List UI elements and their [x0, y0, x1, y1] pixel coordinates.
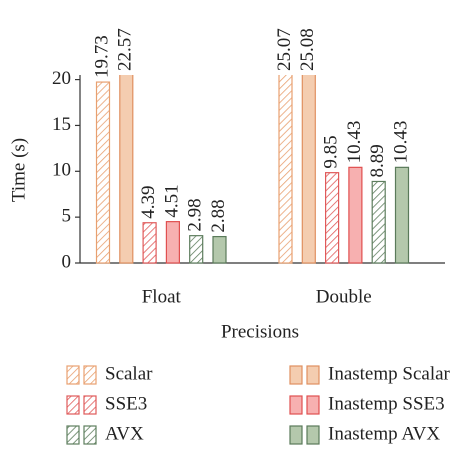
- legend-swatch: [83, 425, 97, 445]
- bar: [119, 75, 134, 264]
- value-label: 2.88: [208, 199, 229, 232]
- bar: [301, 75, 316, 264]
- legend-swatch: [66, 395, 80, 415]
- legend-label: Inastemp AVX: [328, 423, 440, 444]
- value-label: 19.73: [91, 35, 112, 78]
- bar: [165, 221, 180, 264]
- legend-item: Inastemp Scalar: [289, 363, 451, 385]
- y-tick-label: 20: [52, 68, 71, 89]
- legend-swatch: [83, 365, 97, 385]
- legend-label: SSE3: [105, 393, 147, 414]
- bar: [325, 172, 340, 264]
- x-tick-label: Float: [142, 286, 182, 307]
- value-label: 10.43: [344, 121, 365, 164]
- bar: [95, 81, 111, 264]
- y-tick-label: 5: [62, 206, 72, 227]
- y-axis-label: Time (s): [8, 138, 29, 202]
- value-label: 2.98: [185, 198, 206, 231]
- bar: [142, 222, 157, 264]
- legend-swatch: [66, 365, 80, 385]
- legend-item: Scalar: [66, 363, 153, 385]
- legend-item: AVX: [66, 423, 144, 445]
- legend-label: Scalar: [105, 363, 153, 384]
- legend-item: SSE3: [66, 393, 147, 415]
- legend-swatch: [306, 395, 320, 415]
- legend-item: Inastemp SSE3: [289, 393, 445, 415]
- legend-swatch: [289, 425, 303, 445]
- x-axis-label: Precisions: [221, 321, 299, 342]
- legend-label: Inastemp SSE3: [328, 393, 445, 414]
- value-label: 4.51: [161, 184, 182, 217]
- bar: [394, 166, 410, 264]
- legend-swatch: [289, 395, 303, 415]
- y-tick-label: 15: [52, 114, 71, 135]
- y-tick-label: 0: [62, 251, 72, 272]
- bar: [278, 75, 293, 264]
- value-label: 8.89: [367, 144, 388, 177]
- legend-swatch: [66, 425, 80, 445]
- value-label: 4.39: [138, 185, 159, 218]
- legend-label: AVX: [105, 423, 144, 444]
- value-label: 25.07: [274, 28, 295, 71]
- value-label: 22.57: [115, 28, 136, 71]
- value-label: 10.43: [390, 121, 411, 164]
- bars: [95, 75, 410, 264]
- bar: [348, 166, 363, 264]
- legend-label: Inastemp Scalar: [328, 363, 451, 384]
- x-tick-label: Double: [316, 286, 372, 307]
- y-tick-label: 10: [52, 160, 71, 181]
- bar: [212, 235, 227, 264]
- legend-swatch: [306, 365, 320, 385]
- value-label: 9.85: [320, 135, 341, 168]
- legend-swatch: [306, 425, 320, 445]
- bar: [371, 180, 386, 264]
- legend-swatch: [289, 365, 303, 385]
- legend-swatch: [83, 395, 97, 415]
- bar: [189, 235, 204, 264]
- legend-item: Inastemp AVX: [289, 423, 440, 445]
- value-label: 25.08: [297, 28, 318, 71]
